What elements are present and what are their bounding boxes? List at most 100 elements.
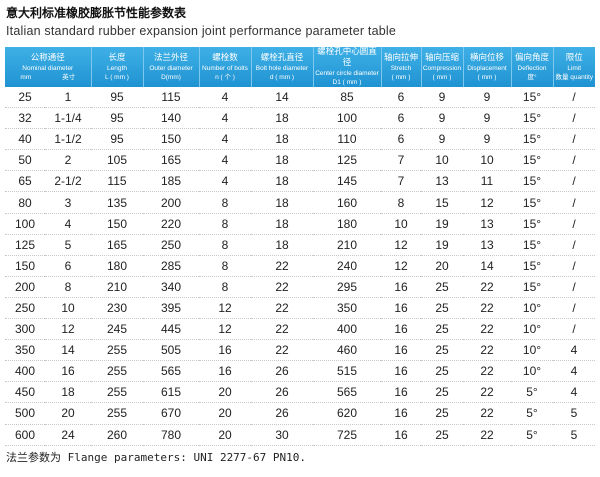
table-cell: 150 [5,255,45,277]
table-cell: 8 [199,276,251,298]
table-cell: 20 [199,402,251,425]
table-cell: 22 [463,402,511,425]
table-cell: 450 [5,381,45,404]
table-cell: 5° [511,381,553,404]
table-row: 500 20 255 670 20 26 620 16 25 22 5° 5 [5,402,595,425]
table-cell: 780 [143,424,199,446]
table-cell: 100 [313,107,381,130]
table-cell: 22 [251,276,313,298]
table-cell: 12 [45,318,91,341]
table-cell: 300 [5,318,45,341]
table-cell: 22 [463,276,511,298]
table-cell: 18 [251,191,313,214]
table-cell: 16 [45,360,91,383]
table-cell: 445 [143,318,199,341]
table-cell: 25 [421,424,463,446]
table-cell: / [553,255,595,277]
table-cell: 32 [5,107,45,130]
header-unit: D(mm) [161,73,181,81]
table-cell: 9 [463,128,511,151]
table-cell: 565 [313,381,381,404]
table-cell: 65 [5,170,45,193]
table-cell: 20 [421,255,463,277]
table-cell: 18 [251,213,313,235]
column-header: 公称通径 Nominal diameter mm 英寸 [5,47,92,87]
column-header: 横向位移 Displacement( mm ) [463,47,512,87]
table-cell: 4 [199,128,251,151]
table-cell: 16 [381,297,421,320]
table-cell: 9 [463,87,511,109]
table-cell: 22 [463,318,511,341]
table-cell: 22 [463,339,511,362]
table-cell: 25 [5,87,45,109]
table-cell: 18 [251,107,313,130]
table-cell: 25 [421,297,463,320]
table-cell: 14 [45,339,91,362]
table-cell: 18 [251,170,313,193]
title: 意大利标准橡胶膨胀节性能参数表 [6,6,187,20]
table-row: 65 2-1/2 115 185 4 18 145 7 13 11 15° / [5,170,595,193]
table-cell: 4 [553,339,595,362]
table-cell: 16 [381,424,421,446]
table-cell: 185 [143,170,199,193]
table-cell: 15° [511,234,553,256]
table-cell: 7 [381,149,421,172]
table-cell: 15° [511,255,553,277]
table-cell: 1 [45,87,91,109]
table-cell: 500 [5,402,45,425]
table-cell: 4 [199,149,251,172]
table-cell: 4 [553,381,595,404]
table-cell: 13 [421,170,463,193]
table-cell: 22 [463,424,511,446]
header-zh: 螺栓孔直径 [260,52,304,63]
table-cell: 210 [91,276,143,298]
table-cell: 725 [313,424,381,446]
table-cell: 250 [143,234,199,256]
table-row: 125 5 165 250 8 18 210 12 19 13 15° / [5,234,595,256]
table-cell: 15° [511,107,553,130]
table-cell: 505 [143,339,199,362]
table-cell: 22 [463,381,511,404]
table-row: 50 2 105 165 4 18 125 7 10 10 15° / [5,149,595,172]
table-cell: 400 [313,318,381,341]
table-cell: 5° [511,402,553,425]
table-cell: 16 [381,318,421,341]
table-cell: 150 [91,213,143,235]
table-cell: 25 [421,360,463,383]
table-cell: 100 [5,213,45,235]
table-cell: 5° [511,424,553,446]
parameter-table: 公称通径 Nominal diameter mm 英寸 长度 Length L ( mm )… [5,47,595,446]
table-cell: / [553,107,595,130]
table-cell: 16 [381,360,421,383]
header-zh: 偏向角度 [514,52,549,63]
table-row: 32 1-1/4 95 140 4 18 100 6 9 9 15° / [5,107,595,130]
column-header: 螺栓孔直径 Bolt hole diameter d ( mm ) [251,47,314,87]
table-row: 450 18 255 615 20 26 565 16 25 22 5° 4 [5,381,595,404]
table-cell: 255 [91,381,143,404]
table-cell: 50 [5,149,45,172]
column-header: 法兰外径 Outer diameter D(mm) [143,47,200,87]
table-cell: 620 [313,402,381,425]
table-cell: 230 [91,297,143,320]
header-unit: D1 ( mm ) [332,79,362,86]
table-cell: 10° [511,339,553,362]
table-cell: 30 [251,424,313,446]
table-cell: 10 [381,213,421,235]
table-cell: 10° [511,297,553,320]
table-cell: 4 [553,360,595,383]
table-row: 250 10 230 395 12 22 350 16 25 22 10° / [5,297,595,320]
table-cell: 15° [511,191,553,214]
header-en: Compression [422,64,462,72]
column-header: 长度 Length L ( mm ) [91,47,144,87]
table-cell: 26 [251,381,313,404]
table-row: 40 1-1/2 95 150 4 18 110 6 9 9 15° / [5,128,595,151]
table-cell: 255 [91,339,143,362]
table-cell: / [553,213,595,235]
table-cell: 15° [511,213,553,235]
table-cell: 295 [313,276,381,298]
table-cell: 125 [5,234,45,256]
table-cell: 1-1/4 [45,107,91,130]
table-cell: 25 [421,318,463,341]
table-cell: / [553,276,595,298]
table-cell: 95 [91,107,143,130]
